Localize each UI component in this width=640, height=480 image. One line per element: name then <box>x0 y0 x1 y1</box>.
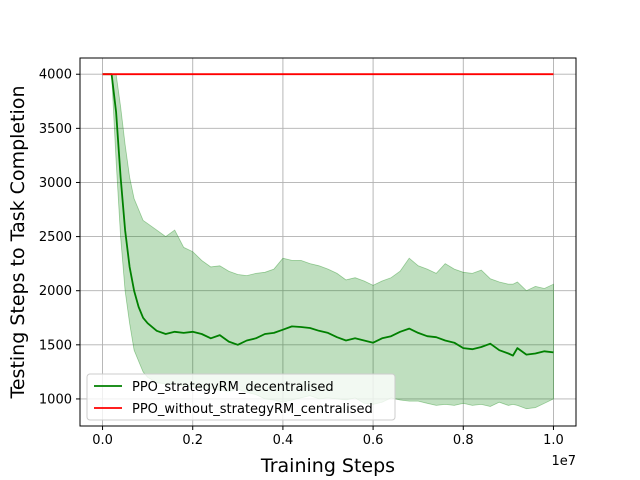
legend-box <box>86 373 396 421</box>
y-tick-label-5: 3500 <box>39 122 72 137</box>
x-axis-title: Training Steps <box>260 455 395 477</box>
x-axis-ticks: 0.0 0.2 0.4 0.6 0.8 1.0 <box>92 426 564 448</box>
confidence-bands <box>102 73 554 410</box>
series-lines <box>102 73 554 357</box>
x-tick-label-2: 0.4 <box>273 433 294 448</box>
x-tick-label-3: 0.6 <box>363 433 384 448</box>
legend-label-series-1: PPO_without_strategyRM_centralised <box>132 402 373 417</box>
y-tick-label-2: 2000 <box>39 284 72 299</box>
x-tick-label-4: 0.8 <box>453 433 474 448</box>
legend-label-series-0: PPO_strategyRM_decentralised <box>132 380 334 395</box>
x-tick-label-5: 1.0 <box>543 433 564 448</box>
y-tick-label-1: 1500 <box>39 338 72 353</box>
y-tick-label-6: 4000 <box>39 68 72 83</box>
x-tick-label-1: 0.2 <box>182 433 203 448</box>
y-tick-label-4: 3000 <box>39 176 72 191</box>
y-axis-title: Testing Steps to Task Completion <box>7 85 29 399</box>
legend: PPO_strategyRM_decentralised PPO_without… <box>86 373 396 421</box>
x-axis-offset-label: 1e7 <box>551 454 576 469</box>
y-tick-label-3: 2500 <box>39 230 72 245</box>
y-axis-ticks: 1000 1500 2000 2500 3000 3500 4000 <box>39 68 80 407</box>
x-tick-label-0: 0.0 <box>92 433 113 448</box>
plot-frame <box>79 57 577 427</box>
series-0-line <box>102 73 554 357</box>
y-tick-label-0: 1000 <box>39 392 72 407</box>
series-0-band <box>102 73 554 410</box>
